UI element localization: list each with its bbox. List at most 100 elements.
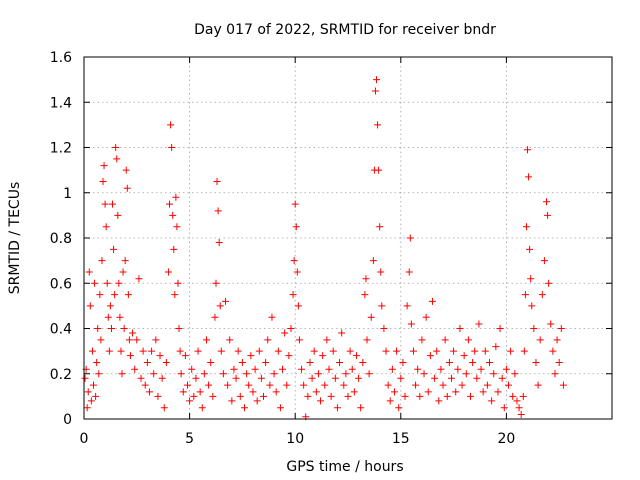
- data-point: [186, 397, 194, 405]
- data-point: [308, 374, 316, 382]
- data-point: [291, 200, 299, 208]
- data-point: [133, 336, 141, 344]
- data-point: [428, 297, 436, 305]
- data-point: [473, 374, 481, 382]
- data-point: [148, 347, 156, 355]
- data-point: [519, 392, 527, 400]
- data-point: [226, 336, 234, 344]
- data-point: [469, 358, 477, 366]
- data-point: [234, 347, 242, 355]
- data-point: [524, 146, 532, 154]
- data-point: [160, 404, 168, 412]
- data-point: [447, 374, 455, 382]
- data-point: [435, 397, 443, 405]
- y-tick-label: 0.8: [50, 231, 72, 247]
- data-point: [119, 268, 127, 276]
- data-point: [422, 313, 430, 321]
- data-point: [167, 121, 175, 129]
- data-point: [329, 347, 337, 355]
- data-point: [173, 223, 181, 231]
- data-point: [111, 291, 119, 299]
- data-point: [109, 200, 117, 208]
- data-point: [150, 370, 158, 378]
- data-point: [304, 392, 312, 400]
- data-point: [87, 397, 95, 405]
- data-point: [135, 275, 143, 283]
- data-point: [559, 381, 567, 389]
- data-point: [101, 200, 109, 208]
- data-point: [166, 200, 174, 208]
- data-point: [124, 291, 132, 299]
- data-point: [102, 223, 110, 231]
- data-point: [420, 370, 428, 378]
- data-point: [507, 347, 515, 355]
- data-point: [81, 374, 89, 382]
- data-point: [224, 381, 232, 389]
- data-point: [172, 193, 180, 201]
- x-tick-label: 0: [80, 431, 89, 447]
- data-point: [86, 302, 94, 310]
- data-point: [276, 404, 284, 412]
- data-point: [97, 336, 105, 344]
- data-point: [346, 347, 354, 355]
- data-point: [363, 336, 371, 344]
- data-point: [99, 177, 107, 185]
- data-point: [209, 392, 217, 400]
- data-point: [424, 388, 432, 396]
- data-point: [359, 358, 367, 366]
- data-point: [496, 325, 504, 332]
- data-point: [114, 211, 122, 219]
- data-point: [450, 347, 458, 355]
- x-tick-label: 5: [185, 431, 194, 447]
- data-point: [262, 358, 270, 366]
- data-point: [88, 347, 96, 355]
- data-point: [540, 257, 548, 265]
- data-point: [274, 347, 282, 355]
- data-point: [120, 325, 128, 332]
- data-point: [515, 404, 523, 412]
- plot-frame: [83, 56, 613, 420]
- y-tick-label: 0.4: [50, 322, 72, 338]
- data-point: [115, 279, 123, 287]
- data-point: [407, 320, 415, 328]
- data-point: [350, 388, 358, 396]
- data-point: [171, 291, 179, 299]
- data-point: [107, 325, 115, 332]
- y-tick-label: 0.6: [50, 276, 72, 292]
- data-point: [527, 275, 535, 283]
- data-point: [340, 381, 348, 389]
- data-point: [116, 313, 124, 321]
- data-point: [122, 166, 130, 174]
- data-point: [131, 365, 139, 373]
- data-point: [456, 325, 464, 332]
- data-point: [462, 370, 470, 378]
- data-point: [152, 336, 160, 344]
- data-point: [521, 291, 529, 299]
- data-point: [551, 370, 559, 378]
- data-point: [85, 268, 93, 276]
- data-point: [375, 166, 383, 174]
- data-point: [466, 392, 474, 400]
- data-point: [517, 410, 525, 418]
- data-point: [388, 365, 396, 373]
- data-point: [162, 358, 170, 366]
- data-point: [488, 397, 496, 405]
- data-point: [272, 388, 280, 396]
- data-point: [198, 404, 206, 412]
- data-point: [83, 404, 91, 412]
- data-point: [534, 381, 542, 389]
- data-point: [170, 245, 178, 253]
- data-point: [112, 144, 120, 151]
- data-point: [169, 211, 177, 219]
- y-tick-label: 0.2: [50, 367, 72, 383]
- data-point: [290, 257, 298, 265]
- data-point: [293, 268, 301, 276]
- data-point: [289, 291, 297, 299]
- data-point: [549, 347, 557, 355]
- data-point: [505, 381, 513, 389]
- data-point: [336, 358, 344, 366]
- data-point: [236, 392, 244, 400]
- data-point: [490, 370, 498, 378]
- data-point: [352, 352, 360, 360]
